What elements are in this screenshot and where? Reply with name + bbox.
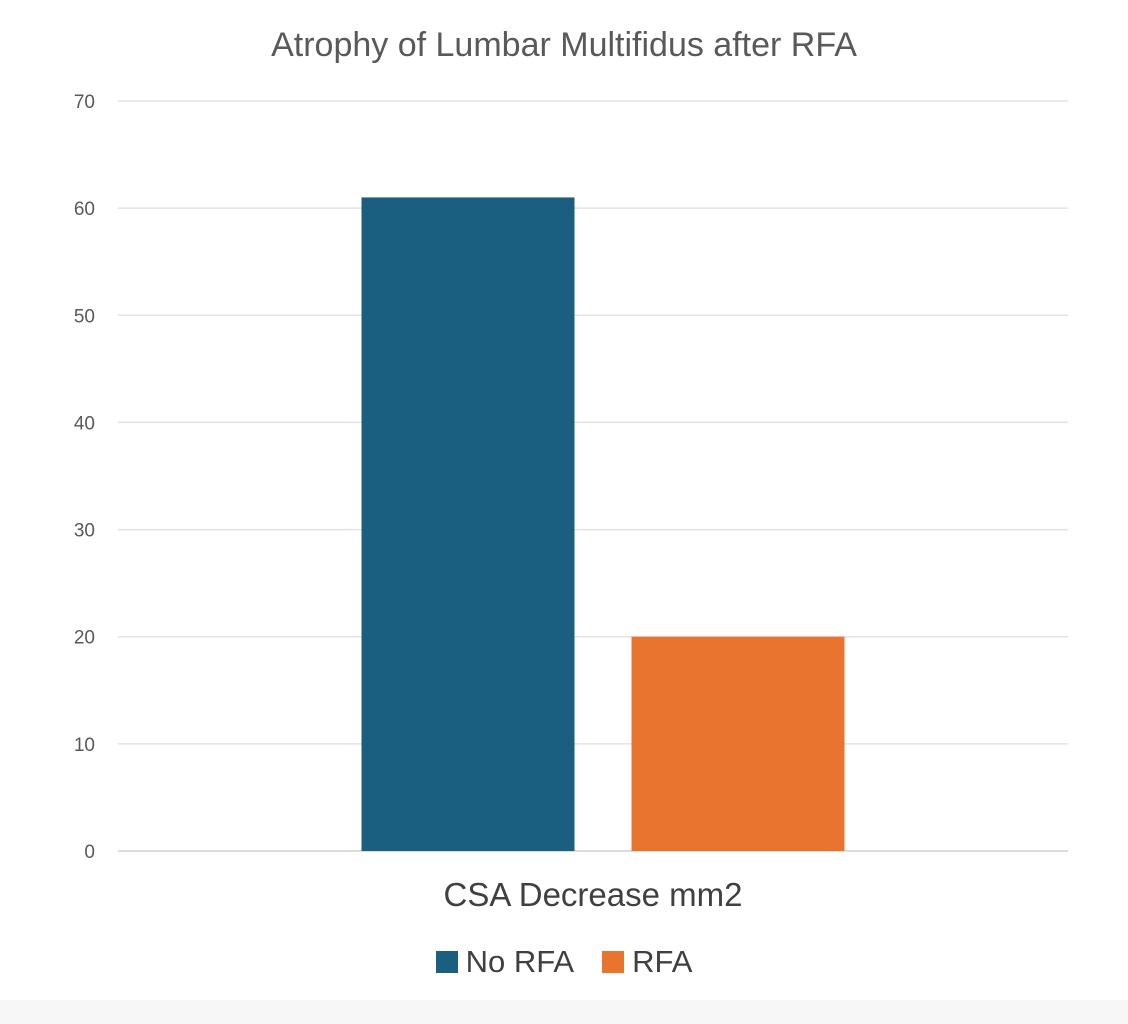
y-tick-label-60: 60: [74, 199, 95, 220]
legend-swatch-rfa: [602, 951, 625, 973]
y-tick-label-30: 30: [74, 521, 95, 542]
y-axis-ticks: 0 10 20 30 40 50 60 70: [74, 92, 95, 863]
legend-label-rfa: RFA: [632, 944, 693, 979]
x-category-label: CSA Decrease mm2: [443, 876, 743, 913]
y-tick-label-10: 10: [74, 735, 95, 756]
chart-frame: Atrophy of Lumbar Multifidus after RFA 0…: [0, 26, 1128, 980]
chart-title: Atrophy of Lumbar Multifidus after RFA: [271, 26, 857, 64]
legend-swatch-no-rfa: [435, 951, 458, 973]
bars: [361, 197, 845, 851]
legend: No RFA RFA: [0, 944, 1128, 980]
y-tick-label-40: 40: [74, 413, 95, 434]
legend-entry-rfa: RFA: [602, 944, 692, 980]
y-tick-label-70: 70: [74, 92, 95, 113]
y-tick-label-0: 0: [84, 842, 95, 863]
y-tick-label-20: 20: [74, 628, 95, 649]
gridlines: [118, 100, 1068, 852]
plot-area: 0 10 20 30 40 50 60 70: [74, 92, 1068, 863]
bar-rfa: [631, 636, 845, 851]
y-tick-label-50: 50: [74, 306, 95, 327]
legend-entry-no-rfa: No RFA: [435, 944, 575, 980]
bar-no-rfa: [361, 197, 575, 851]
legend-label-no-rfa: No RFA: [465, 944, 575, 979]
